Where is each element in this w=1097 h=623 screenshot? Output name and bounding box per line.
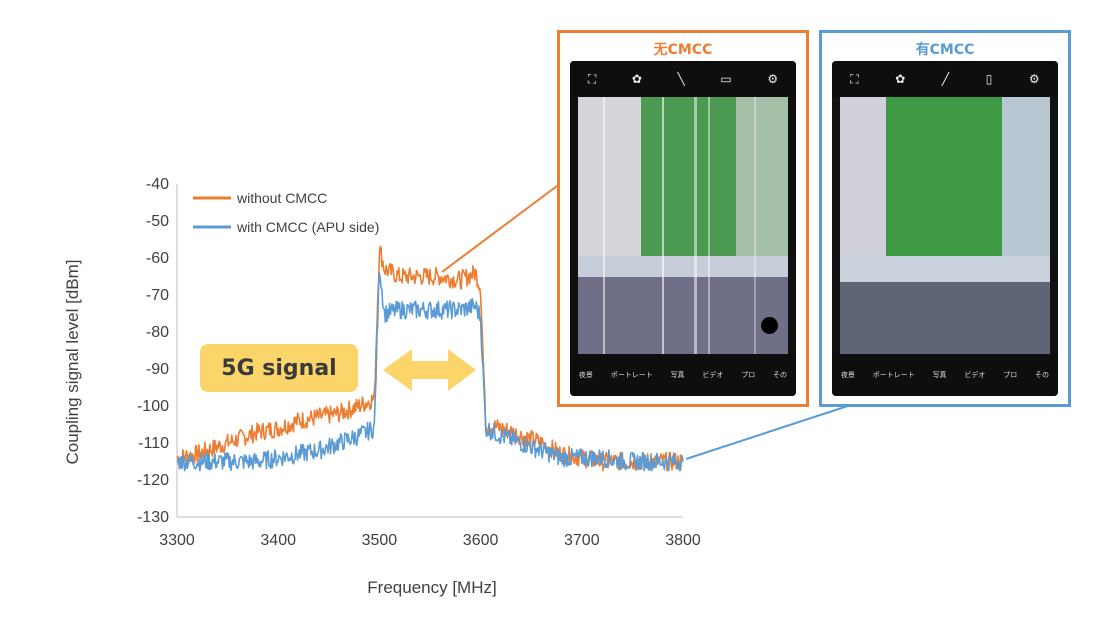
camera-mode-bar: 夜景 ポートレート 写真 ビデオ プロ その	[832, 354, 1058, 396]
panel-title-without-cmcc: 无CMCC	[653, 42, 713, 58]
filter-icon: ✿	[631, 72, 642, 86]
y-tick-label: -120	[137, 472, 169, 489]
series-line-without-cmcc	[176, 245, 684, 472]
y-tick-label: -100	[137, 398, 169, 415]
y-tick-label: -50	[146, 213, 169, 230]
mode-label: プロ	[1003, 371, 1018, 379]
ratio-icon: ▭	[720, 72, 732, 86]
legend: without CMCC with CMCC (APU side)	[193, 190, 379, 235]
scan-icon: ⛶	[587, 71, 597, 86]
camera-preview-clean	[840, 97, 1050, 354]
y-tick-label: -110	[138, 435, 169, 452]
x-tick-label: 3500	[362, 532, 398, 549]
connector-line-with-cmcc	[685, 402, 858, 460]
x-tick-label: 3800	[665, 532, 701, 549]
mode-label: ポートレート	[610, 371, 653, 379]
y-tick-label: -40	[146, 176, 169, 193]
camera-toolbar: ⛶ ✿ ╲ ▭ ⚙	[570, 61, 796, 97]
mode-label: ビデオ	[964, 371, 986, 379]
phone-photo-with-cmcc: ⛶ ✿ ╱ ▯ ⚙ 夜景 ポートレート 写真 ビデオ プロ その	[832, 61, 1058, 396]
series-line-with-cmcc	[176, 272, 684, 472]
ratio-icon: ▯	[985, 72, 993, 86]
filter-icon: ✿	[895, 72, 906, 86]
x-tick-label: 3400	[260, 532, 296, 549]
wand-icon: ╲	[677, 72, 685, 86]
y-tick-label: -90	[146, 361, 169, 378]
mode-label: 夜景	[578, 371, 593, 379]
wand-icon: ╱	[941, 72, 950, 86]
camera-toolbar: ⛶ ✿ ╱ ▯ ⚙	[832, 61, 1058, 97]
scan-icon: ⛶	[850, 71, 859, 86]
mode-label: プロ	[741, 371, 756, 379]
legend-label-without-cmcc: without CMCC	[236, 190, 327, 206]
settings-icon: ⚙	[1028, 72, 1040, 86]
panel-title-with-cmcc: 有CMCC	[915, 42, 975, 58]
panel-with-cmcc: 有CMCC ⛶ ✿ ╱ ▯ ⚙ 夜景 ポートレート 写真 ビデオ プロ その	[819, 30, 1071, 407]
settings-icon: ⚙	[767, 72, 779, 86]
camera-preview-noisy	[578, 97, 788, 354]
phone-photo-without-cmcc: ⛶ ✿ ╲ ▭ ⚙ 夜景 ポートレート 写真 ビデオ プロ その	[570, 61, 796, 396]
mode-label: 夜景	[840, 371, 855, 379]
x-tick-label: 3300	[159, 532, 195, 549]
y-tick-label: -130	[137, 509, 169, 526]
y-axis-label: Coupling signal level [dBm]	[63, 259, 82, 464]
y-tick-label: -60	[146, 250, 169, 267]
double-arrow-icon	[383, 349, 476, 391]
legend-label-with-cmcc: with CMCC (APU side)	[236, 219, 379, 235]
mode-label: 写真	[670, 371, 685, 379]
shutter-dot	[761, 317, 778, 334]
x-axis-label: Frequency [MHz]	[367, 578, 496, 597]
x-tick-label: 3700	[564, 532, 600, 549]
y-tick-label: -70	[146, 287, 169, 304]
mode-label: その	[1035, 371, 1050, 379]
5g-signal-badge: 5G signal	[200, 344, 358, 392]
connector-line-without-cmcc	[441, 185, 558, 273]
mode-label: ビデオ	[702, 371, 724, 379]
mode-label: 写真	[932, 371, 947, 379]
series-group	[176, 245, 684, 472]
connector-lines	[441, 185, 858, 460]
mode-label: ポートレート	[872, 371, 915, 379]
camera-mode-bar: 夜景 ポートレート 写真 ビデオ プロ その	[570, 354, 796, 396]
x-tick-label: 3600	[463, 532, 499, 549]
y-tick-label: -80	[146, 324, 169, 341]
panel-without-cmcc: 无CMCC ⛶ ✿ ╲ ▭ ⚙ 夜景 ポートレート 写真 ビデオ プロ	[557, 30, 809, 407]
axes: Frequency [MHz] Coupling signal level [d…	[63, 176, 701, 597]
mode-label: その	[773, 371, 788, 379]
